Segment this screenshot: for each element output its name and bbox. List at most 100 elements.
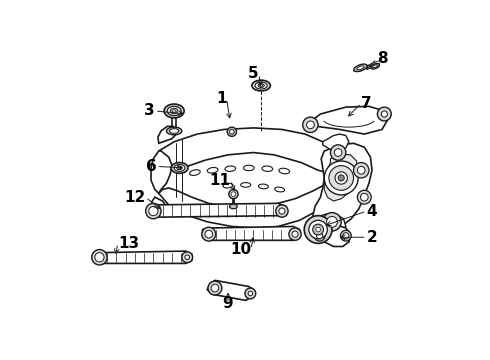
Ellipse shape <box>354 64 367 72</box>
Ellipse shape <box>357 66 364 70</box>
Ellipse shape <box>260 85 263 86</box>
Circle shape <box>208 281 222 295</box>
Circle shape <box>330 145 346 160</box>
Text: 3: 3 <box>144 103 155 118</box>
Polygon shape <box>149 203 287 217</box>
Text: 4: 4 <box>367 203 377 219</box>
Ellipse shape <box>275 187 285 192</box>
Polygon shape <box>203 226 300 240</box>
Ellipse shape <box>252 80 270 91</box>
Circle shape <box>329 166 354 190</box>
Polygon shape <box>152 197 167 214</box>
Circle shape <box>303 117 318 132</box>
Polygon shape <box>207 280 253 300</box>
Text: 8: 8 <box>377 51 387 66</box>
Polygon shape <box>315 225 350 247</box>
Circle shape <box>229 189 238 199</box>
Polygon shape <box>324 154 358 201</box>
Circle shape <box>227 127 237 136</box>
Circle shape <box>309 220 327 239</box>
Circle shape <box>279 208 285 214</box>
Circle shape <box>316 227 320 232</box>
Circle shape <box>95 253 104 262</box>
Ellipse shape <box>223 183 233 188</box>
Ellipse shape <box>171 108 178 114</box>
Circle shape <box>334 149 342 156</box>
Circle shape <box>202 227 216 241</box>
Polygon shape <box>159 184 337 228</box>
Circle shape <box>248 291 253 296</box>
Text: 7: 7 <box>361 96 372 111</box>
Ellipse shape <box>207 167 218 173</box>
Text: 11: 11 <box>209 173 230 188</box>
Circle shape <box>341 230 351 241</box>
Circle shape <box>182 252 193 263</box>
Circle shape <box>211 284 219 292</box>
Polygon shape <box>151 151 172 193</box>
Ellipse shape <box>170 129 179 133</box>
Ellipse shape <box>244 165 254 171</box>
Circle shape <box>357 166 365 174</box>
Ellipse shape <box>190 170 200 175</box>
Ellipse shape <box>177 166 182 170</box>
Ellipse shape <box>262 166 272 171</box>
Polygon shape <box>323 134 349 151</box>
Ellipse shape <box>258 84 264 87</box>
Circle shape <box>327 216 337 227</box>
Ellipse shape <box>225 166 236 171</box>
Ellipse shape <box>167 127 182 135</box>
Ellipse shape <box>164 104 184 118</box>
Circle shape <box>229 130 234 134</box>
Circle shape <box>313 224 323 235</box>
Ellipse shape <box>167 106 181 116</box>
Text: 9: 9 <box>223 296 233 311</box>
Polygon shape <box>93 251 192 264</box>
Circle shape <box>146 203 161 219</box>
Ellipse shape <box>171 163 188 173</box>
Text: 13: 13 <box>118 236 139 251</box>
Ellipse shape <box>241 183 251 187</box>
Text: 5: 5 <box>248 67 259 81</box>
Circle shape <box>205 230 213 238</box>
Circle shape <box>231 192 236 197</box>
Polygon shape <box>307 106 388 134</box>
Circle shape <box>185 255 190 260</box>
Circle shape <box>314 230 325 241</box>
Ellipse shape <box>229 204 237 209</box>
Circle shape <box>377 107 392 121</box>
Circle shape <box>304 216 332 243</box>
Polygon shape <box>158 126 176 143</box>
Text: 12: 12 <box>124 190 146 205</box>
Text: 1: 1 <box>216 91 226 106</box>
Circle shape <box>323 213 341 231</box>
Circle shape <box>92 249 107 265</box>
Ellipse shape <box>255 82 268 89</box>
Circle shape <box>335 172 347 184</box>
Polygon shape <box>313 143 372 232</box>
Text: 6: 6 <box>146 159 156 174</box>
Circle shape <box>361 193 368 201</box>
Circle shape <box>289 228 301 240</box>
Circle shape <box>292 231 298 237</box>
Circle shape <box>245 288 256 299</box>
Circle shape <box>357 190 371 204</box>
Circle shape <box>381 111 388 117</box>
Circle shape <box>338 175 344 181</box>
Circle shape <box>324 161 358 195</box>
Circle shape <box>354 163 369 178</box>
Circle shape <box>149 206 158 216</box>
Circle shape <box>317 233 323 239</box>
Polygon shape <box>159 128 338 172</box>
Ellipse shape <box>279 168 290 174</box>
Circle shape <box>343 233 349 239</box>
Ellipse shape <box>174 165 185 171</box>
Circle shape <box>276 205 288 217</box>
Ellipse shape <box>372 65 378 68</box>
Text: 2: 2 <box>367 230 377 245</box>
Ellipse shape <box>370 64 380 69</box>
Ellipse shape <box>258 184 269 189</box>
Polygon shape <box>314 214 346 234</box>
Circle shape <box>307 121 314 129</box>
Ellipse shape <box>172 110 176 112</box>
Text: 10: 10 <box>230 242 251 257</box>
